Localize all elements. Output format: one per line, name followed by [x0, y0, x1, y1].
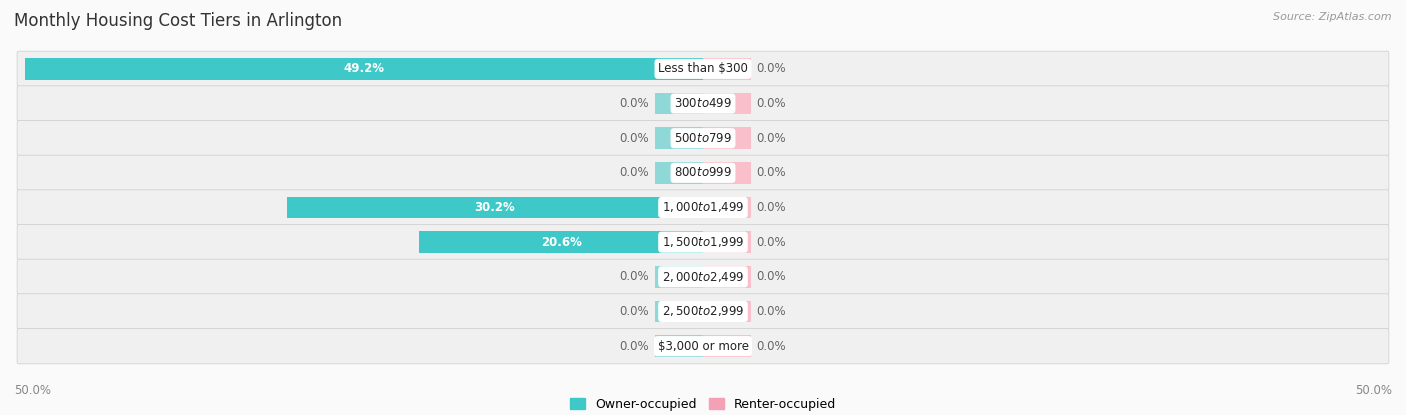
Text: Source: ZipAtlas.com: Source: ZipAtlas.com	[1274, 12, 1392, 22]
Text: Monthly Housing Cost Tiers in Arlington: Monthly Housing Cost Tiers in Arlington	[14, 12, 342, 30]
Bar	[655, 162, 703, 183]
Bar	[703, 232, 751, 253]
FancyBboxPatch shape	[17, 190, 1389, 225]
Bar	[655, 266, 703, 288]
Text: 0.0%: 0.0%	[620, 305, 650, 318]
Bar	[287, 197, 703, 218]
FancyBboxPatch shape	[17, 259, 1389, 295]
Text: $2,000 to $2,499: $2,000 to $2,499	[662, 270, 744, 284]
Bar	[703, 93, 751, 114]
Text: Less than $300: Less than $300	[658, 62, 748, 76]
Text: 0.0%: 0.0%	[756, 305, 786, 318]
Text: 20.6%: 20.6%	[541, 236, 582, 249]
Text: 50.0%: 50.0%	[14, 384, 51, 397]
Text: $1,500 to $1,999: $1,500 to $1,999	[662, 235, 744, 249]
Bar	[703, 162, 751, 183]
Text: 0.0%: 0.0%	[620, 270, 650, 283]
Text: 0.0%: 0.0%	[756, 166, 786, 179]
FancyBboxPatch shape	[17, 86, 1389, 121]
FancyBboxPatch shape	[17, 328, 1389, 364]
Text: 0.0%: 0.0%	[756, 270, 786, 283]
Text: $3,000 or more: $3,000 or more	[658, 339, 748, 353]
Legend: Owner-occupied, Renter-occupied: Owner-occupied, Renter-occupied	[565, 393, 841, 415]
Bar	[703, 127, 751, 149]
Bar	[655, 93, 703, 114]
FancyBboxPatch shape	[17, 51, 1389, 87]
Text: 0.0%: 0.0%	[756, 236, 786, 249]
Text: $500 to $799: $500 to $799	[673, 132, 733, 145]
FancyBboxPatch shape	[17, 155, 1389, 190]
Text: $1,000 to $1,499: $1,000 to $1,499	[662, 200, 744, 215]
Bar	[703, 58, 751, 80]
Bar	[655, 335, 703, 357]
Text: $800 to $999: $800 to $999	[673, 166, 733, 179]
Bar	[703, 301, 751, 322]
Text: 0.0%: 0.0%	[620, 339, 650, 353]
Text: 0.0%: 0.0%	[756, 201, 786, 214]
Text: $2,500 to $2,999: $2,500 to $2,999	[662, 305, 744, 318]
Text: 0.0%: 0.0%	[620, 132, 650, 145]
Bar	[25, 58, 703, 80]
Text: 0.0%: 0.0%	[620, 166, 650, 179]
Text: 0.0%: 0.0%	[620, 97, 650, 110]
FancyBboxPatch shape	[17, 294, 1389, 329]
Bar	[703, 197, 751, 218]
Text: 50.0%: 50.0%	[1355, 384, 1392, 397]
Text: $300 to $499: $300 to $499	[673, 97, 733, 110]
FancyBboxPatch shape	[17, 225, 1389, 260]
Bar	[703, 266, 751, 288]
Text: 0.0%: 0.0%	[756, 339, 786, 353]
Text: 49.2%: 49.2%	[343, 62, 385, 76]
Bar	[703, 335, 751, 357]
Text: 0.0%: 0.0%	[756, 97, 786, 110]
Text: 0.0%: 0.0%	[756, 132, 786, 145]
Bar	[655, 301, 703, 322]
FancyBboxPatch shape	[17, 120, 1389, 156]
Bar	[655, 127, 703, 149]
Text: 0.0%: 0.0%	[756, 62, 786, 76]
Bar	[419, 232, 703, 253]
Text: 30.2%: 30.2%	[475, 201, 516, 214]
